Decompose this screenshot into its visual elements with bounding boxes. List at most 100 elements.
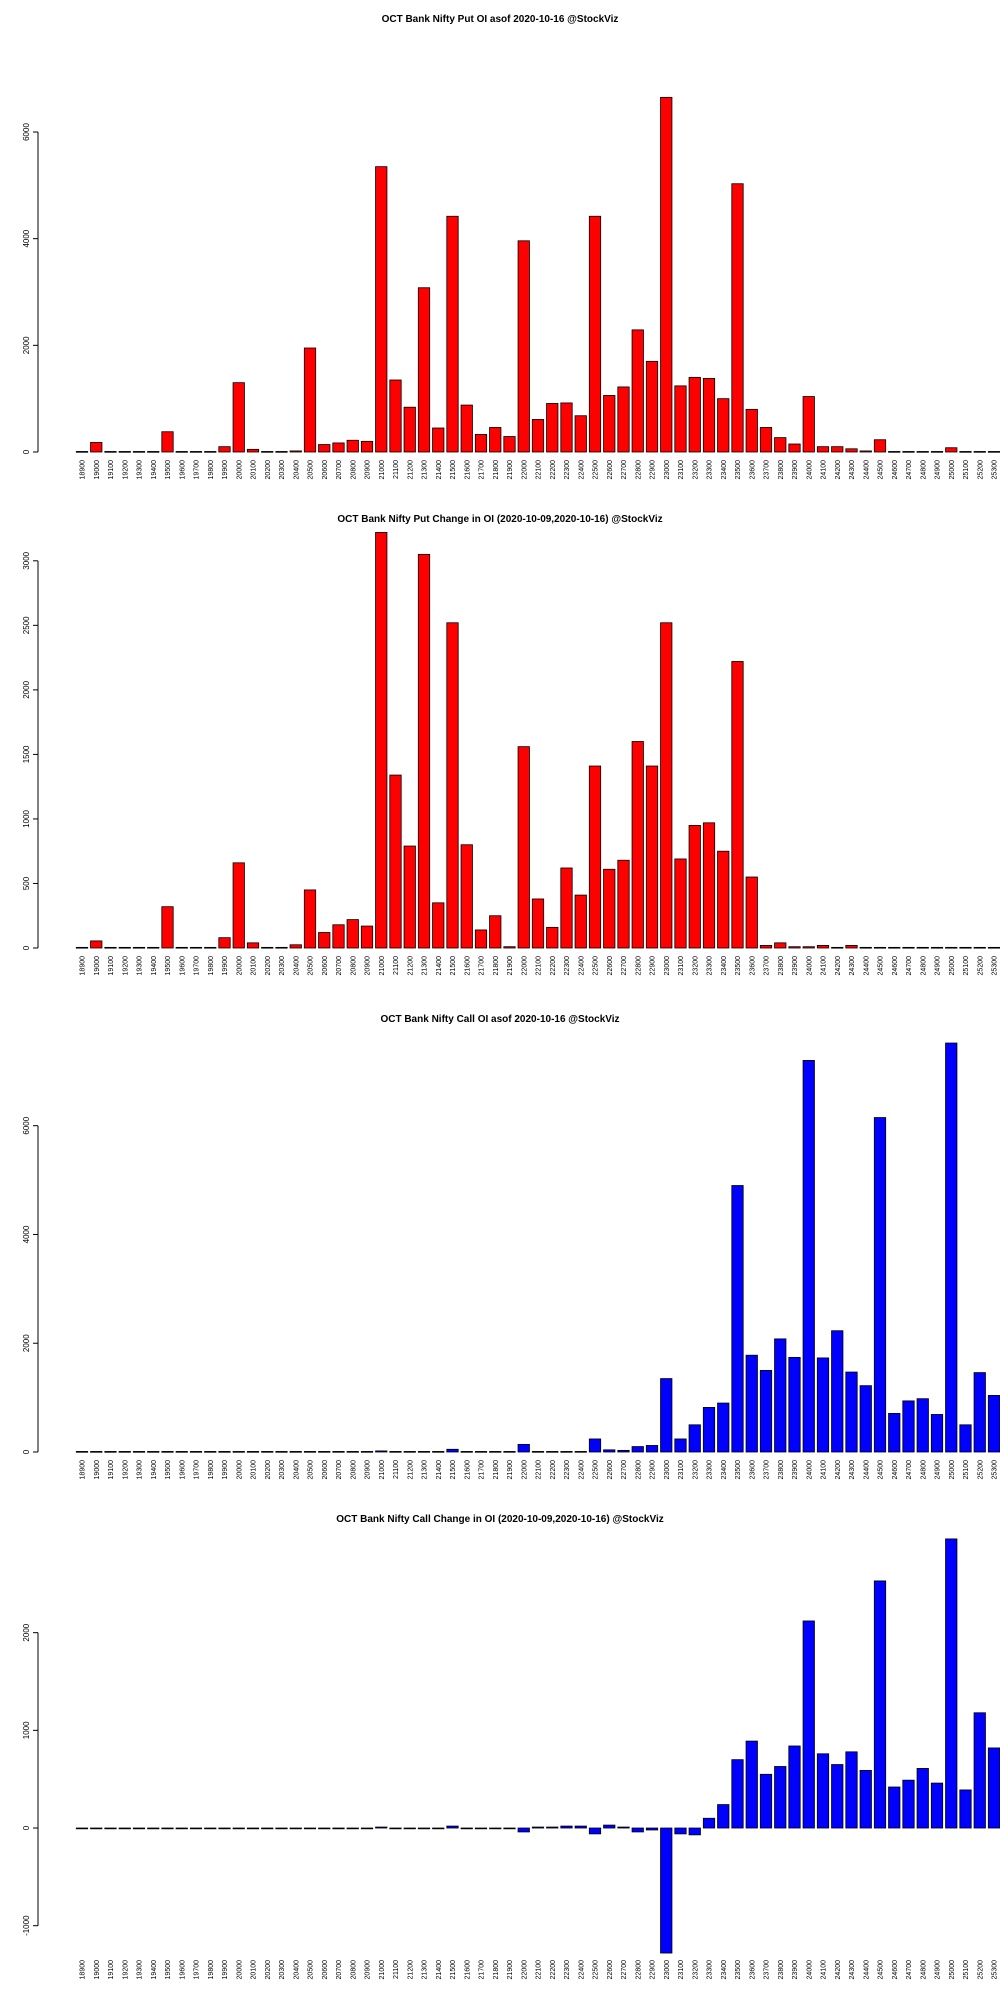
bar-22400 — [574, 1825, 587, 1829]
bar-24500 — [873, 946, 887, 949]
bar-24400 — [859, 1385, 872, 1453]
bar-23700 — [759, 427, 773, 453]
bar-21800 — [489, 915, 502, 949]
bar-24200 — [831, 946, 844, 949]
bar-23600 — [745, 408, 758, 453]
x-tick-label: 22400 — [578, 1460, 585, 1480]
x-tick-label: 23600 — [749, 956, 756, 976]
x-tick-label: 25200 — [977, 1460, 984, 1480]
x-tick-label: 23300 — [707, 956, 714, 976]
x-tick-label: 23700 — [764, 956, 771, 976]
bar-23700 — [759, 1773, 773, 1829]
x-tick-label: 24600 — [892, 1960, 899, 1980]
bar-22400 — [574, 894, 587, 949]
bar-20100 — [246, 1827, 260, 1830]
bar-24200 — [831, 446, 844, 453]
bar-22800 — [631, 1446, 644, 1453]
bar-23900 — [788, 1356, 801, 1453]
bar-20300 — [275, 451, 288, 453]
bar-22600 — [603, 1449, 616, 1453]
x-tick-label: 23100 — [678, 1960, 685, 1980]
x-tick-label: 25100 — [963, 956, 970, 976]
chart-panel-1: OCT Bank Nifty Put OI asof 2020-10-16 @S… — [22, 14, 1000, 479]
chart-panel-4: OCT Bank Nifty Call Change in OI (2020-1… — [22, 1514, 1000, 1979]
x-tick-label: 22400 — [578, 460, 585, 480]
bar-22900 — [645, 360, 659, 453]
bar-21600 — [460, 1827, 473, 1830]
bar-19300 — [132, 451, 146, 453]
x-tick-label: 19300 — [137, 1960, 144, 1980]
bar-20100 — [246, 942, 260, 949]
x-tick-label: 19600 — [179, 956, 186, 976]
x-tick-label: 20600 — [322, 1460, 329, 1480]
bar-20500 — [303, 889, 317, 949]
bar-23500 — [731, 1185, 744, 1453]
x-tick-label: 20000 — [236, 956, 243, 976]
x-tick-label: 22300 — [564, 1460, 571, 1480]
x-tick-label: 23700 — [764, 1460, 771, 1480]
bar-21100 — [389, 1827, 402, 1830]
x-tick-label: 19100 — [108, 460, 115, 480]
bar-19900 — [218, 1451, 231, 1453]
x-tick-label: 21800 — [493, 1460, 500, 1480]
bar-23300 — [702, 377, 716, 453]
x-tick-label: 21200 — [407, 956, 414, 976]
bar-21900 — [503, 946, 516, 949]
bar-18900 — [75, 1451, 89, 1453]
bar-21800 — [489, 427, 502, 453]
x-tick-label: 24600 — [892, 1460, 899, 1480]
bar-25200 — [973, 451, 986, 453]
bar-21000 — [375, 532, 388, 949]
x-tick-label: 23400 — [721, 1960, 728, 1980]
bar-22300 — [560, 402, 573, 453]
bar-20200 — [261, 946, 274, 949]
bar-23600 — [745, 1354, 758, 1453]
x-tick-label: 23400 — [721, 1460, 728, 1480]
x-tick-label: 19800 — [208, 460, 215, 480]
x-tick-label: 23000 — [664, 1460, 671, 1480]
y-tick-label: -1000 — [22, 1915, 31, 1936]
x-tick-label: 20000 — [236, 1460, 243, 1480]
x-tick-label: 23600 — [749, 1960, 756, 1980]
x-tick-label: 22500 — [593, 956, 600, 976]
x-tick-label: 19600 — [179, 460, 186, 480]
x-tick-label: 23000 — [664, 460, 671, 480]
x-tick-label: 21700 — [479, 956, 486, 976]
bar-20700 — [332, 442, 345, 453]
x-tick-label: 19400 — [151, 956, 158, 976]
bar-20800 — [346, 1827, 359, 1830]
x-tick-label: 22700 — [621, 956, 628, 976]
bar-24100 — [816, 945, 830, 949]
x-tick-label: 19500 — [165, 956, 172, 976]
x-tick-label: 21900 — [507, 956, 514, 976]
bar-22000 — [517, 1443, 530, 1453]
bar-20100 — [246, 1451, 260, 1453]
x-tick-label: 19000 — [94, 956, 101, 976]
x-tick-label: 22600 — [607, 1460, 614, 1480]
bar-24800 — [916, 1398, 929, 1453]
bar-23100 — [674, 385, 687, 453]
bar-22800 — [631, 1827, 644, 1833]
x-tick-label: 21400 — [436, 460, 443, 480]
x-tick-label: 25200 — [977, 956, 984, 976]
x-tick-label: 23800 — [778, 1960, 785, 1980]
x-tick-label: 24900 — [935, 956, 942, 976]
bar-23300 — [702, 1407, 716, 1453]
bar-22900 — [645, 765, 659, 949]
bar-19600 — [175, 946, 188, 949]
x-tick-label: 24000 — [806, 956, 813, 976]
bar-21500 — [446, 1448, 459, 1453]
y-tick-label: 2000 — [22, 1623, 31, 1641]
bar-24600 — [888, 1412, 901, 1453]
bar-24100 — [816, 446, 830, 453]
bar-21800 — [489, 1451, 502, 1453]
bar-19600 — [175, 451, 188, 453]
x-tick-label: 20900 — [365, 1460, 372, 1480]
bar-20200 — [261, 1827, 274, 1830]
x-tick-label: 20800 — [350, 956, 357, 976]
x-tick-label: 22000 — [521, 1960, 528, 1980]
bar-21100 — [389, 379, 402, 453]
bar-24500 — [873, 1580, 887, 1829]
x-tick-label: 24300 — [849, 956, 856, 976]
x-tick-label: 23300 — [707, 460, 714, 480]
